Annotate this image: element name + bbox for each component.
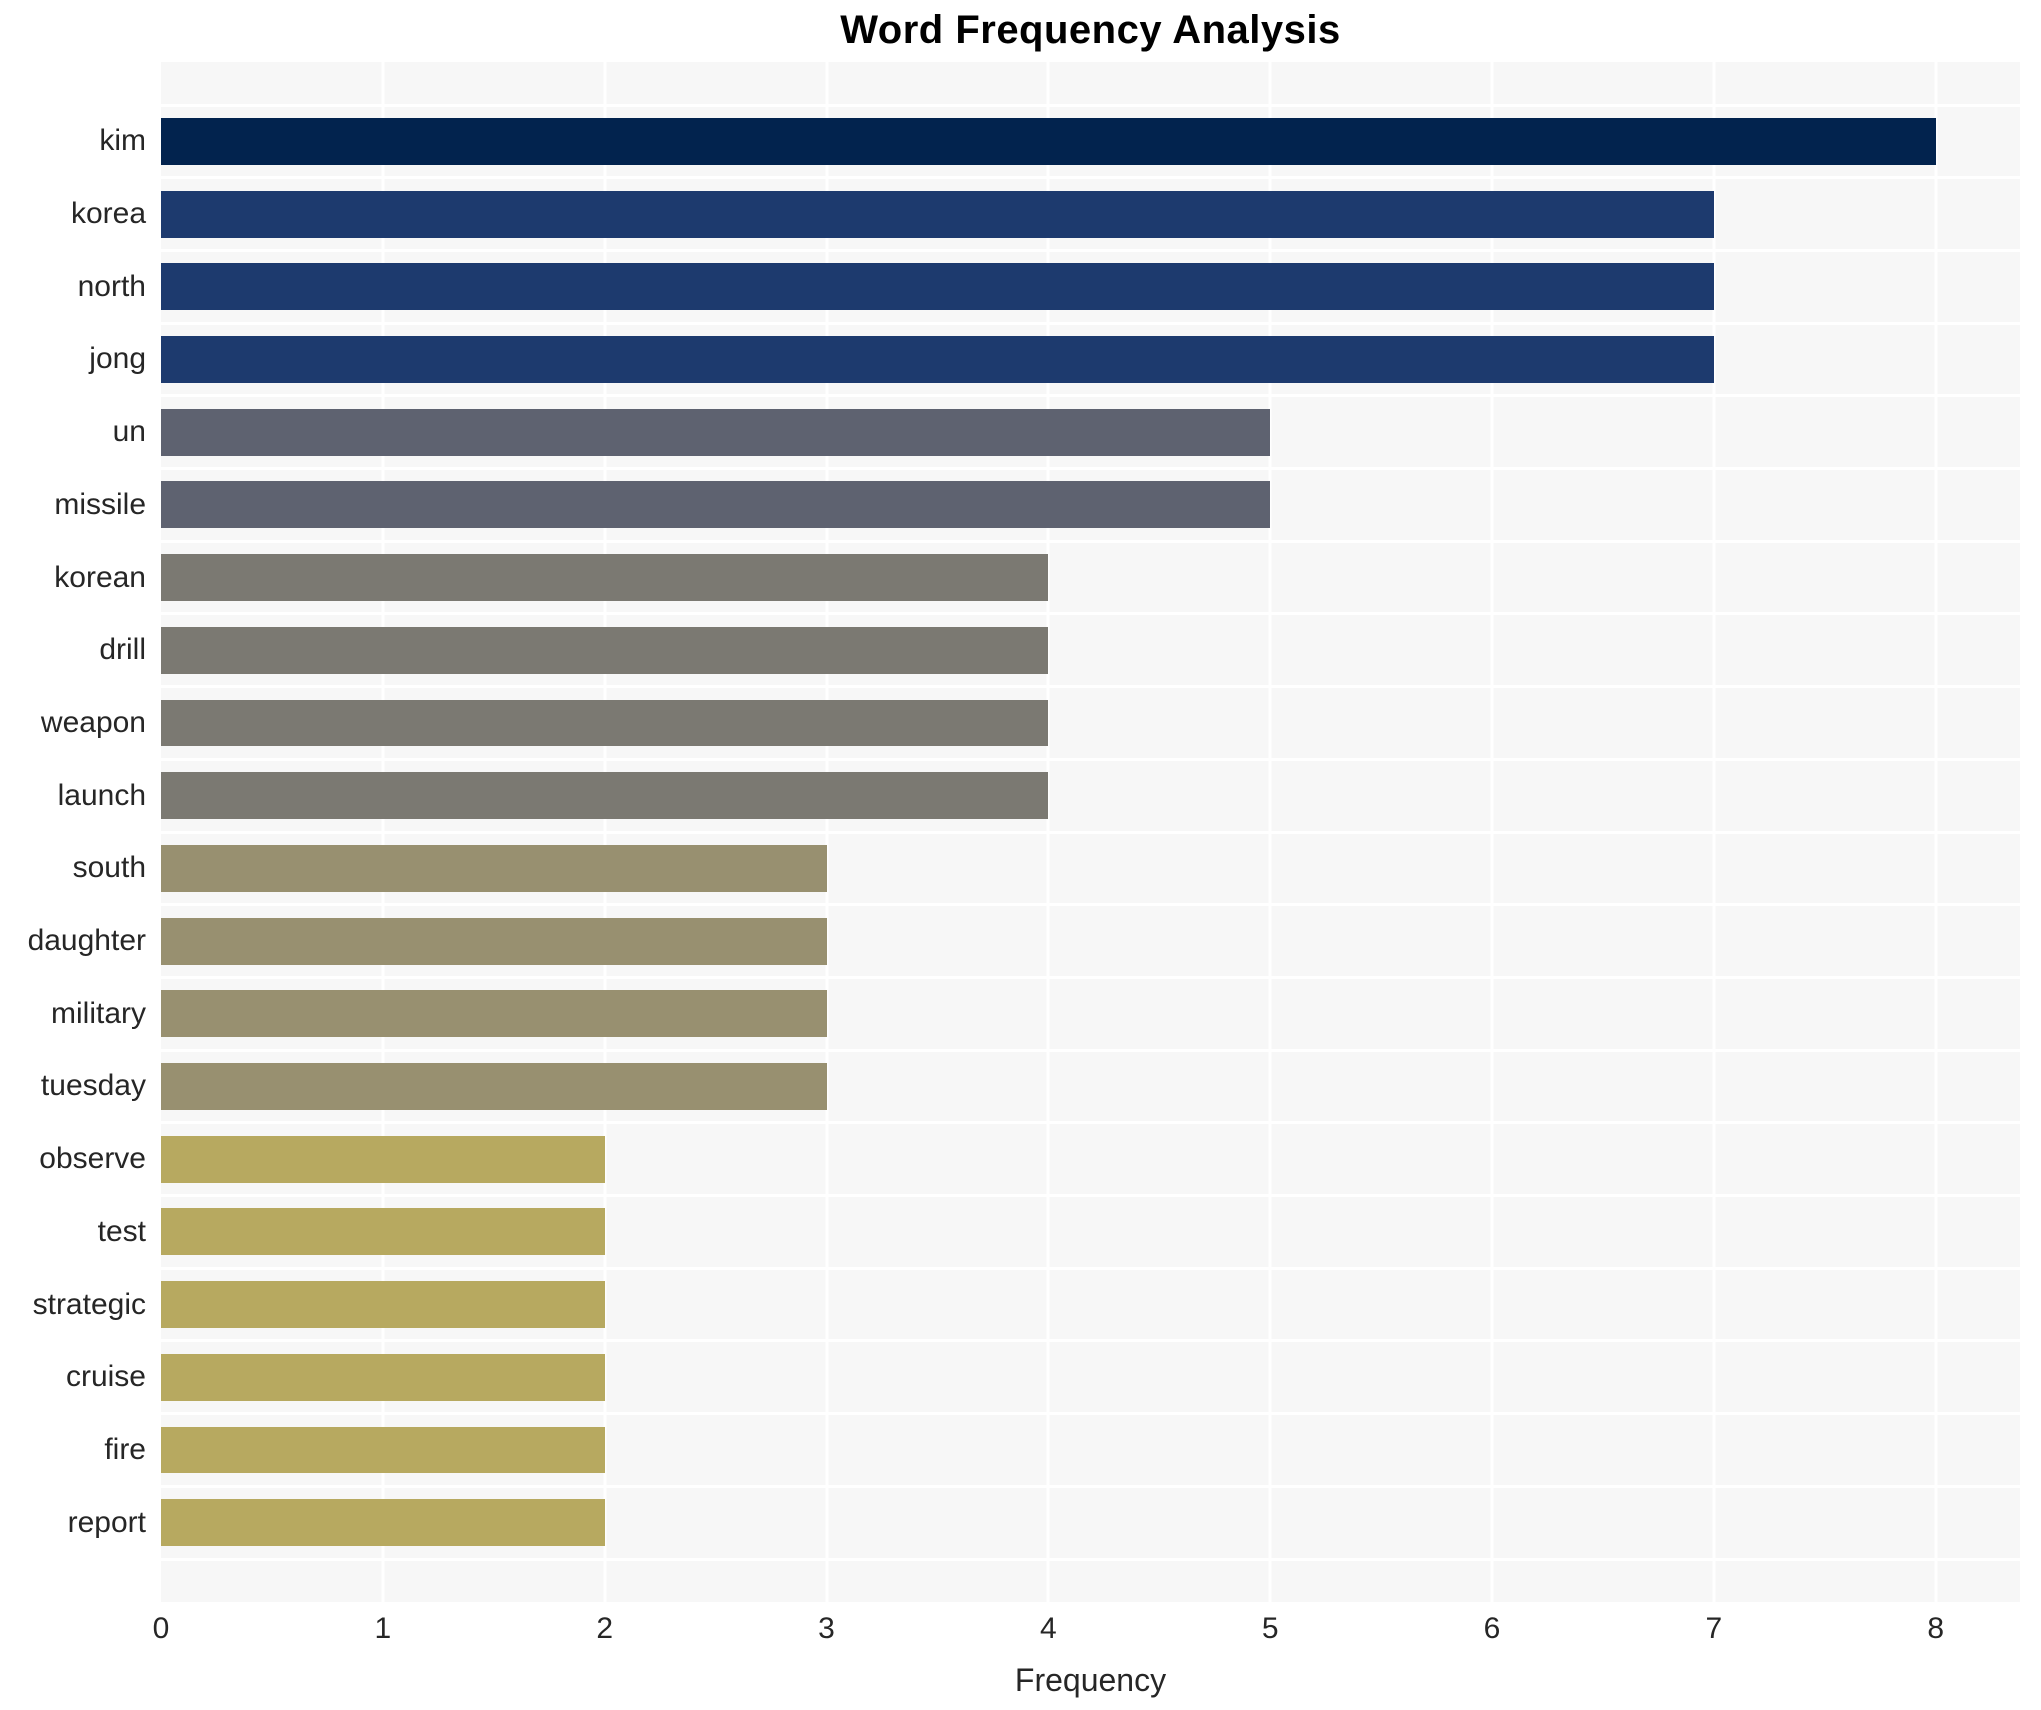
y-tick-label-un: un <box>112 415 146 449</box>
bar-kim <box>161 117 1936 165</box>
y-tick-label-fire: fire <box>104 1433 146 1466</box>
y-tick-label-north: north <box>77 269 146 303</box>
x-tick-label-7: 7 <box>1705 1612 1723 1645</box>
x-tick-label-2: 2 <box>596 1612 614 1645</box>
h-gridline-9 <box>161 757 2020 761</box>
h-gridline-8 <box>161 685 2020 689</box>
chart-row-strategic <box>161 1268 2020 1341</box>
h-gridline-5 <box>161 467 2020 470</box>
bar-military <box>161 990 827 1038</box>
bar-fire <box>161 1426 605 1474</box>
h-gridline-6 <box>161 539 2020 543</box>
x-tick-label-6: 6 <box>1483 1612 1501 1645</box>
h-gridline-16 <box>161 1266 2020 1270</box>
bar-un <box>161 408 1271 456</box>
h-gridline-7 <box>161 612 2020 616</box>
y-tick-label-daughter: daughter <box>27 924 146 958</box>
x-tick-label-0: 0 <box>152 1612 170 1645</box>
chart-row-jong <box>161 323 2020 396</box>
chart-row-missile <box>161 469 2020 542</box>
bar-test <box>161 1208 605 1256</box>
h-gridline-2 <box>161 248 2020 252</box>
bar-jong <box>161 335 1714 383</box>
chart-row-military <box>161 977 2020 1050</box>
bar-cruise <box>161 1353 605 1401</box>
y-tick-label-missile: missile <box>54 487 146 521</box>
y-tick-label-launch: launch <box>57 778 146 812</box>
bar-south <box>161 844 827 892</box>
bar-tuesday <box>161 1063 827 1110</box>
h-gridline-3 <box>161 321 2020 325</box>
x-tick-label-8: 8 <box>1927 1612 1945 1645</box>
y-tick-label-south: south <box>72 851 146 885</box>
bar-strategic <box>161 1281 605 1329</box>
x-axis-label: Frequency <box>1014 1662 1167 1698</box>
chart-row-test <box>161 1196 2020 1269</box>
bar-weapon <box>161 699 1049 747</box>
bar-daughter <box>161 917 827 965</box>
chart-row-kim <box>161 105 2020 178</box>
y-tick-label-cruise: cruise <box>65 1360 146 1394</box>
h-gridline-12 <box>161 975 2020 979</box>
bar-drill <box>161 626 1049 674</box>
x-tick-label-3: 3 <box>818 1612 835 1645</box>
h-gridline-20 <box>161 1557 2020 1561</box>
chart-row-drill <box>161 614 2020 687</box>
h-gridline-18 <box>161 1412 2020 1416</box>
h-gridline-11 <box>161 903 2020 907</box>
chart-title: Word Frequency Analysis <box>840 8 1341 52</box>
chart-row-un <box>161 396 2020 469</box>
y-axis-labels: kim korea north jong un missile korean drill wea… <box>0 62 146 1602</box>
y-tick-label-drill: drill <box>99 633 146 667</box>
chart-row-korean <box>161 541 2020 614</box>
chart-row-korea <box>161 178 2020 251</box>
x-axis-ticks: 0 1 2 3 4 5 6 7 8 <box>153 1612 2020 1652</box>
chart-row-weapon <box>161 687 2020 760</box>
chart-row-observe <box>161 1123 2020 1196</box>
x-tick-label-4: 4 <box>1040 1612 1057 1645</box>
chart-row-daughter <box>161 905 2020 978</box>
y-tick-label-military: military <box>51 996 146 1030</box>
h-gridline-17 <box>161 1339 2020 1343</box>
x-tick-label-5: 5 <box>1261 1612 1279 1645</box>
gridlines <box>161 62 2020 1602</box>
chart-row-launch <box>161 759 2020 832</box>
h-gridline-15 <box>161 1194 2020 1197</box>
y-tick-label-korea: korea <box>70 197 146 231</box>
y-tick-label-jong: jong <box>89 342 146 376</box>
y-tick-label-korean: korean <box>54 560 146 594</box>
h-gridline-0 <box>161 103 2020 107</box>
bar-observe <box>161 1135 605 1183</box>
bar-missile <box>161 481 1271 529</box>
y-tick-label-strategic: strategic <box>32 1287 146 1321</box>
chart-row-north <box>161 250 2020 323</box>
h-gridline-10 <box>161 830 2020 834</box>
bar-korea <box>161 190 1714 238</box>
bar-launch <box>161 772 1049 820</box>
h-gridline-4 <box>161 394 2020 398</box>
y-tick-label-test: test <box>97 1214 146 1248</box>
y-tick-label-tuesday: tuesday <box>40 1069 146 1103</box>
y-tick-label-kim: kim <box>99 124 146 158</box>
h-gridline-14 <box>161 1121 2020 1125</box>
bar-korean <box>161 554 1049 602</box>
chart-row-fire <box>161 1414 2020 1487</box>
y-tick-label-observe: observe <box>39 1142 146 1176</box>
chart-row-tuesday <box>161 1050 2020 1123</box>
plot-panel <box>161 62 2020 1602</box>
chart-row-cruise <box>161 1341 2020 1414</box>
chart-row-south <box>161 832 2020 905</box>
h-gridline-13 <box>161 1048 2020 1052</box>
bar-rows <box>161 62 2020 1602</box>
chart-row-report <box>161 1486 2020 1559</box>
bar-report <box>161 1499 605 1547</box>
bar-north <box>161 263 1714 311</box>
y-tick-label-report: report <box>67 1505 146 1539</box>
x-tick-label-1: 1 <box>374 1612 392 1645</box>
h-gridline-19 <box>161 1484 2020 1488</box>
h-gridline-1 <box>161 176 2020 180</box>
y-tick-label-weapon: weapon <box>40 705 146 739</box>
